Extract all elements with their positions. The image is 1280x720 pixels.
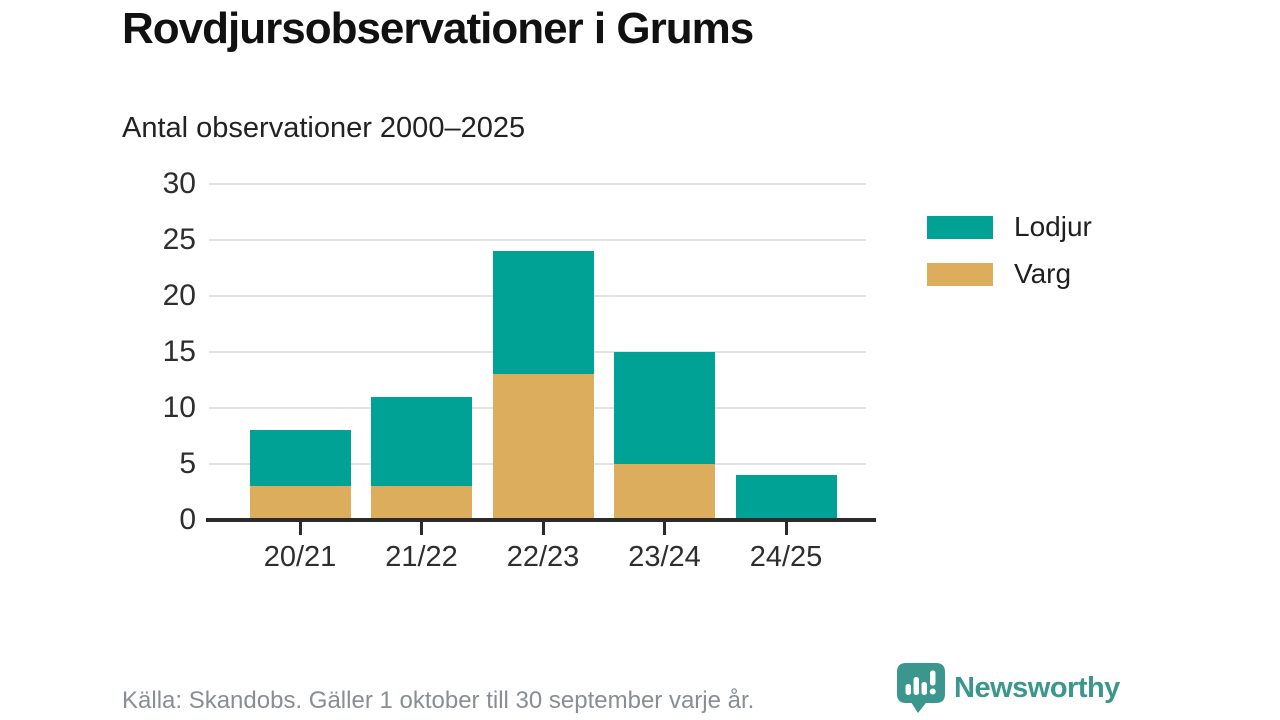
y-tick-label: 25 <box>162 223 196 256</box>
gridline-25 <box>209 239 866 241</box>
bar-segment-lodjur-21/22 <box>371 396 472 487</box>
bar-segment-lodjur-20/21 <box>249 430 351 487</box>
x-tick <box>784 522 788 535</box>
brand-logo: Newsworthy <box>897 663 1120 714</box>
bar-segment-varg-21/22 <box>371 486 472 520</box>
x-tick-label: 20/21 <box>263 541 337 573</box>
y-tick-label: 0 <box>179 503 196 536</box>
x-axis-line <box>206 518 876 522</box>
bar-segment-lodjur-24/25 <box>735 475 837 520</box>
y-tick-label: 5 <box>179 447 196 480</box>
x-tick <box>663 522 666 535</box>
legend-label-lodjur: Lodjur <box>1014 211 1092 242</box>
legend: Lodjur Varg <box>927 211 1092 289</box>
x-tick-label: 22/23 <box>506 541 580 573</box>
bar-segment-lodjur-22/23 <box>492 251 594 375</box>
brand-name: Newsworthy <box>954 672 1120 704</box>
bar-segment-varg-22/23 <box>492 374 594 520</box>
x-tick <box>541 522 545 535</box>
legend-item-lodjur: Lodjur <box>927 211 1092 242</box>
x-tick-label: 24/25 <box>749 541 823 573</box>
legend-swatch-lodjur <box>927 215 993 239</box>
x-tick-label: 23/24 <box>628 541 701 573</box>
legend-label-varg: Varg <box>1014 258 1072 289</box>
bar-segment-varg-23/24 <box>614 464 715 520</box>
newsworthy-icon <box>897 663 945 713</box>
legend-item-varg: Varg <box>927 258 1092 289</box>
legend-swatch-varg <box>927 262 993 286</box>
y-tick-label: 10 <box>162 391 196 424</box>
x-tick <box>298 522 302 535</box>
gridline-30 <box>209 183 866 185</box>
chart-subtitle: Antal observationer 2000–2025 <box>122 112 526 144</box>
x-tick <box>420 522 423 535</box>
source-note: Källa: Skandobs. Gäller 1 oktober till 3… <box>122 687 755 714</box>
chart-title: Rovdjursobservationer i Grums <box>122 4 754 53</box>
bar-segment-lodjur-23/24 <box>614 352 715 464</box>
y-tick-label: 30 <box>162 167 196 200</box>
y-tick-label: 15 <box>162 335 196 368</box>
bar-segment-varg-20/21 <box>249 486 351 520</box>
y-tick-label: 20 <box>162 279 196 312</box>
x-tick-label: 21/22 <box>385 541 458 573</box>
